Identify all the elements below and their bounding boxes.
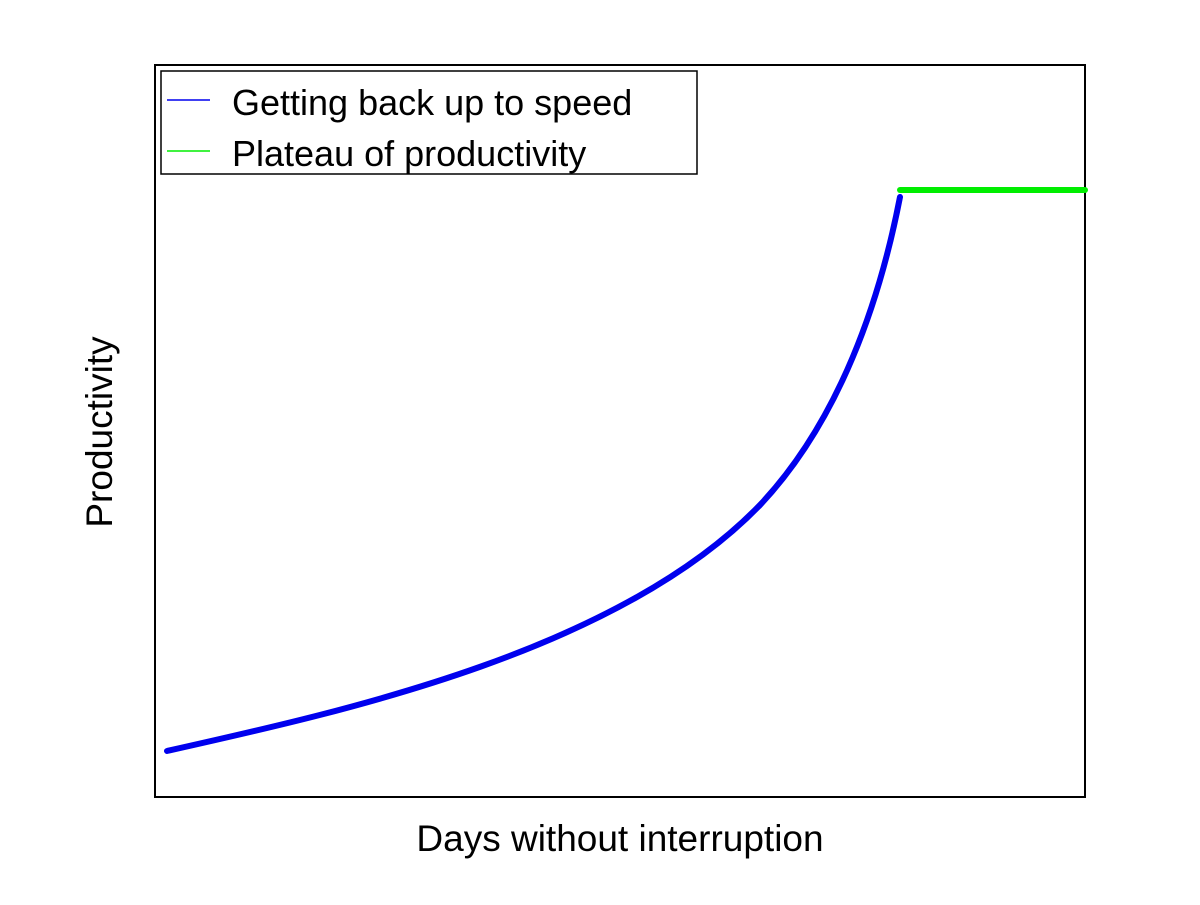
svg-text:Getting back up to speed: Getting back up to speed — [232, 82, 632, 123]
svg-text:Days without interruption: Days without interruption — [416, 818, 823, 859]
svg-text:Productivity: Productivity — [79, 336, 120, 528]
svg-text:Plateau of productivity: Plateau of productivity — [232, 133, 586, 174]
